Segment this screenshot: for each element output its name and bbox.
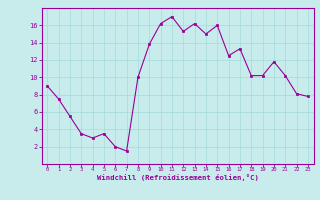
X-axis label: Windchill (Refroidissement éolien,°C): Windchill (Refroidissement éolien,°C) xyxy=(97,174,259,181)
